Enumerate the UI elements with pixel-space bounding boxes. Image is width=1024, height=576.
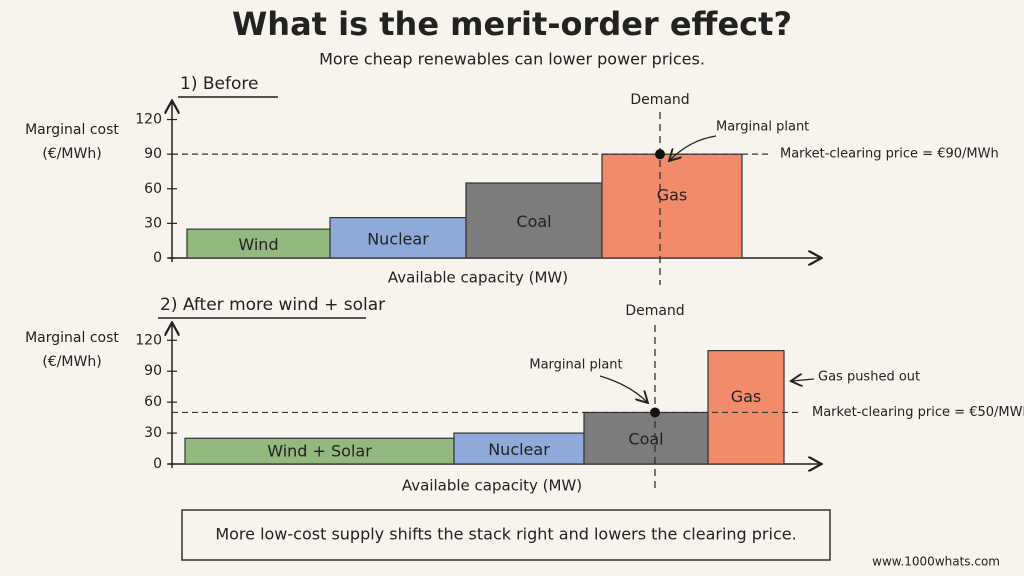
y-axis-label: Marginal cost	[25, 330, 119, 346]
y-tick-label: 90	[144, 363, 162, 379]
y-axis-label: (€/MWh)	[42, 146, 101, 162]
y-tick-label: 60	[144, 394, 162, 410]
bar	[707, 350, 785, 465]
subtitle: More cheap renewables can lower power pr…	[319, 50, 705, 69]
footer-box	[181, 509, 831, 561]
chart-heading: 1) Before	[180, 74, 258, 94]
marginal-plant-arrow	[670, 135, 717, 160]
note: Gas pushed out	[818, 370, 920, 385]
y-tick-label: 120	[135, 332, 162, 348]
y-tick-label: 90	[144, 146, 162, 162]
bar	[186, 228, 331, 259]
clearing-price-label: Market-clearing price = €50/MWh	[812, 405, 1024, 420]
demand-label: Demand	[630, 92, 689, 108]
bar-label: Nuclear	[367, 229, 429, 248]
y-tick-label: 30	[144, 215, 162, 231]
y-tick-label: 0	[153, 456, 162, 472]
bar-label: Coal	[628, 430, 663, 449]
x-axis-label: Available capacity (MW)	[402, 477, 582, 495]
bar-label: Coal	[516, 212, 551, 231]
title: What is the merit-order effect?	[232, 5, 792, 43]
chart-heading: 2) After more wind + solar	[160, 295, 385, 315]
y-tick-label: 0	[153, 250, 162, 266]
marginal-plant-dot	[655, 149, 665, 160]
bar-label: Nuclear	[488, 440, 550, 459]
marginal-plant-label: Marginal plant	[529, 358, 622, 373]
clearing-price-label: Market-clearing price = €90/MWh	[780, 147, 999, 162]
y-tick-label: 30	[144, 425, 162, 441]
bar	[453, 432, 585, 465]
bar-label: Gas	[731, 387, 762, 406]
marginal-plant-arrow	[599, 375, 647, 402]
source: www.1000whats.com	[872, 555, 1000, 569]
x-axis-label: Available capacity (MW)	[388, 269, 568, 287]
bar-label: Gas	[657, 186, 688, 205]
y-axis-label: Marginal cost	[25, 122, 119, 138]
marginal-plant-dot	[650, 407, 660, 418]
bar-label: Wind + Solar	[267, 442, 372, 461]
y-tick-label: 120	[135, 112, 162, 128]
footer: More low-cost supply shifts the stack ri…	[215, 525, 796, 544]
bar	[601, 153, 743, 259]
y-axis-label: (€/MWh)	[42, 354, 101, 370]
marginal-plant-label: Marginal plant	[716, 120, 809, 135]
note-arrow	[792, 379, 815, 381]
y-tick-label: 60	[144, 181, 162, 197]
demand-label: Demand	[625, 303, 684, 319]
bar-label: Wind	[238, 235, 278, 254]
